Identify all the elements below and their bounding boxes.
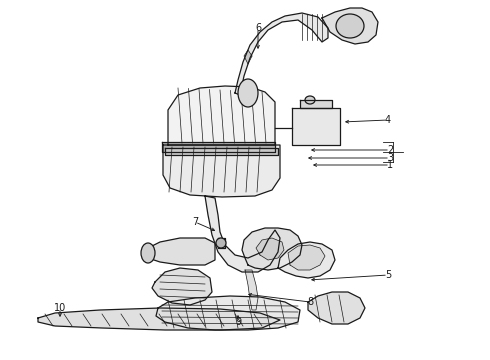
Ellipse shape: [336, 14, 364, 38]
Text: 1: 1: [387, 160, 393, 170]
Polygon shape: [244, 50, 252, 64]
Polygon shape: [245, 270, 258, 310]
Polygon shape: [308, 292, 365, 324]
Text: 7: 7: [192, 217, 198, 227]
Polygon shape: [256, 238, 284, 260]
Text: 4: 4: [385, 115, 391, 125]
Polygon shape: [300, 100, 332, 108]
Polygon shape: [278, 242, 335, 278]
Polygon shape: [288, 245, 325, 270]
Text: 3: 3: [387, 153, 393, 163]
Polygon shape: [235, 13, 328, 95]
Polygon shape: [165, 148, 278, 155]
Text: 9: 9: [235, 317, 241, 327]
Text: 5: 5: [385, 270, 391, 280]
Polygon shape: [205, 196, 280, 272]
Polygon shape: [156, 296, 300, 330]
Polygon shape: [38, 308, 280, 330]
Ellipse shape: [238, 79, 258, 107]
Polygon shape: [168, 86, 275, 145]
Text: 8: 8: [307, 297, 313, 307]
Polygon shape: [292, 108, 340, 145]
Polygon shape: [148, 238, 215, 265]
Ellipse shape: [216, 238, 226, 248]
Polygon shape: [163, 145, 280, 197]
Text: 10: 10: [54, 303, 66, 313]
Ellipse shape: [141, 243, 155, 263]
Polygon shape: [152, 268, 212, 305]
Polygon shape: [162, 142, 275, 152]
Text: 6: 6: [255, 23, 261, 33]
Text: 2: 2: [387, 145, 393, 155]
Ellipse shape: [305, 96, 315, 104]
Polygon shape: [242, 228, 302, 270]
Polygon shape: [322, 8, 378, 44]
Polygon shape: [218, 238, 225, 248]
